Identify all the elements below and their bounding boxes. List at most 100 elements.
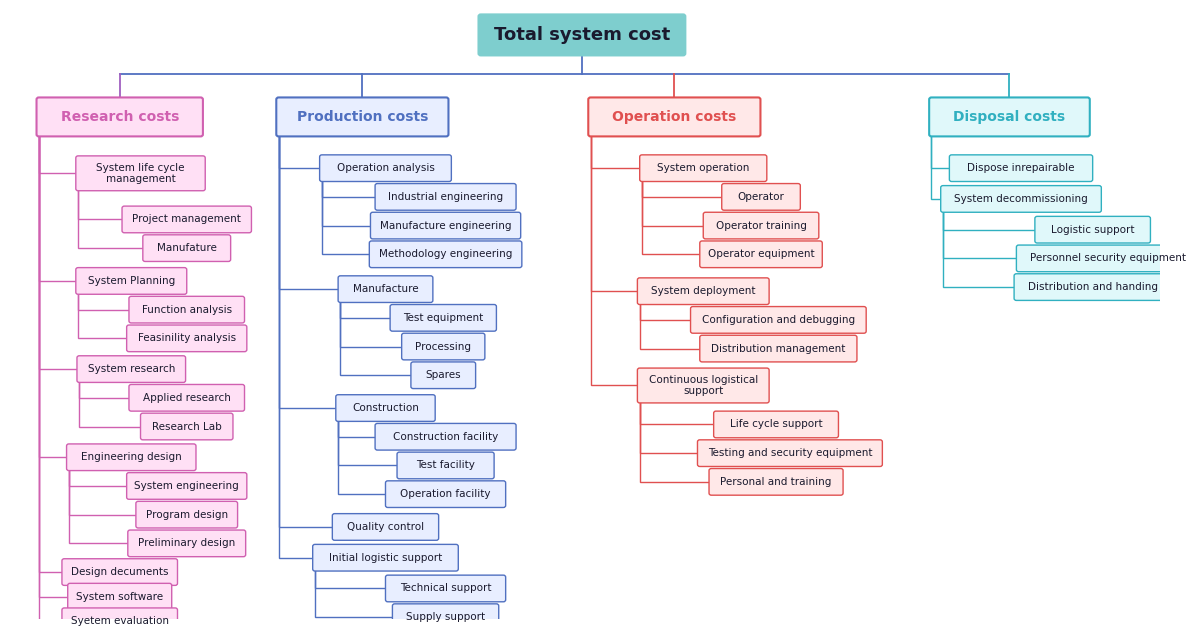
Text: Preliminary design: Preliminary design <box>138 539 235 548</box>
Text: Design decuments: Design decuments <box>71 567 168 577</box>
FancyBboxPatch shape <box>929 98 1090 137</box>
Text: Dispose inrepairable: Dispose inrepairable <box>967 163 1075 173</box>
Text: Construction: Construction <box>352 403 419 413</box>
FancyBboxPatch shape <box>128 296 245 323</box>
FancyBboxPatch shape <box>397 452 494 479</box>
Text: Life cycle support: Life cycle support <box>730 420 822 430</box>
FancyBboxPatch shape <box>127 325 247 352</box>
Text: Production costs: Production costs <box>296 110 428 124</box>
FancyBboxPatch shape <box>410 362 475 389</box>
FancyBboxPatch shape <box>62 608 178 630</box>
Text: Spares: Spares <box>426 370 461 381</box>
FancyBboxPatch shape <box>385 481 505 508</box>
FancyBboxPatch shape <box>1014 274 1171 301</box>
FancyBboxPatch shape <box>402 333 485 360</box>
Text: Function analysis: Function analysis <box>142 305 232 314</box>
Text: Industrial engineering: Industrial engineering <box>388 192 503 202</box>
Text: Operation facility: Operation facility <box>401 489 491 499</box>
FancyBboxPatch shape <box>376 183 516 210</box>
Text: Manufature: Manufature <box>157 243 217 253</box>
Text: Distribution management: Distribution management <box>712 343 846 353</box>
Text: Test facility: Test facility <box>416 461 475 471</box>
FancyBboxPatch shape <box>76 268 187 294</box>
Text: Processing: Processing <box>415 341 472 352</box>
FancyBboxPatch shape <box>336 395 436 421</box>
Text: System deployment: System deployment <box>652 286 756 296</box>
FancyBboxPatch shape <box>376 423 516 450</box>
Text: Applied research: Applied research <box>143 392 230 403</box>
Text: System research: System research <box>88 364 175 374</box>
FancyBboxPatch shape <box>588 98 761 137</box>
Text: Disposal costs: Disposal costs <box>954 110 1066 124</box>
Text: Distribution and handing: Distribution and handing <box>1027 282 1158 292</box>
Text: Technical support: Technical support <box>400 583 491 593</box>
FancyBboxPatch shape <box>122 206 252 232</box>
FancyBboxPatch shape <box>370 241 522 268</box>
FancyBboxPatch shape <box>941 186 1102 212</box>
Text: Feasinility analysis: Feasinility analysis <box>138 333 236 343</box>
FancyBboxPatch shape <box>140 413 233 440</box>
FancyBboxPatch shape <box>371 212 521 239</box>
FancyBboxPatch shape <box>390 304 497 331</box>
Text: Research Lab: Research Lab <box>152 421 222 432</box>
FancyBboxPatch shape <box>637 368 769 403</box>
FancyBboxPatch shape <box>714 411 839 438</box>
Text: Initial logistic support: Initial logistic support <box>329 553 442 563</box>
Text: System software: System software <box>76 592 163 602</box>
Text: Project management: Project management <box>132 214 241 224</box>
Text: Personal and training: Personal and training <box>720 477 832 487</box>
Text: System engineering: System engineering <box>134 481 239 491</box>
Text: Construction facility: Construction facility <box>392 432 498 442</box>
FancyBboxPatch shape <box>690 307 866 333</box>
Text: Engineering design: Engineering design <box>80 452 181 462</box>
FancyBboxPatch shape <box>949 155 1093 181</box>
Text: Operator: Operator <box>738 192 785 202</box>
Text: System Planning: System Planning <box>88 276 175 286</box>
FancyBboxPatch shape <box>332 513 439 541</box>
FancyBboxPatch shape <box>128 384 245 411</box>
FancyBboxPatch shape <box>392 604 499 630</box>
FancyBboxPatch shape <box>127 472 247 500</box>
FancyBboxPatch shape <box>640 155 767 181</box>
Text: Supply support: Supply support <box>406 612 485 622</box>
FancyBboxPatch shape <box>700 335 857 362</box>
Text: Program design: Program design <box>145 510 228 520</box>
Text: System life cycle
management: System life cycle management <box>96 163 185 184</box>
Text: Operator equipment: Operator equipment <box>708 249 815 260</box>
FancyBboxPatch shape <box>313 544 458 571</box>
FancyBboxPatch shape <box>1016 245 1199 272</box>
FancyBboxPatch shape <box>136 501 238 528</box>
Text: Syetem evaluation: Syetem evaluation <box>71 616 169 626</box>
FancyBboxPatch shape <box>77 356 186 382</box>
FancyBboxPatch shape <box>67 583 172 610</box>
FancyBboxPatch shape <box>128 530 246 557</box>
Text: Manufacture: Manufacture <box>353 284 419 294</box>
FancyBboxPatch shape <box>66 444 196 471</box>
FancyBboxPatch shape <box>703 212 818 239</box>
Text: Operation costs: Operation costs <box>612 110 737 124</box>
FancyBboxPatch shape <box>637 278 769 304</box>
Text: Operation analysis: Operation analysis <box>336 163 434 173</box>
FancyBboxPatch shape <box>143 235 230 261</box>
Text: Testing and security equipment: Testing and security equipment <box>708 448 872 458</box>
FancyBboxPatch shape <box>319 155 451 181</box>
Text: Continuous logistical
support: Continuous logistical support <box>649 375 758 396</box>
FancyBboxPatch shape <box>62 559 178 585</box>
Text: Manufacture engineering: Manufacture engineering <box>380 220 511 231</box>
Text: Quality control: Quality control <box>347 522 424 532</box>
Text: Test equipment: Test equipment <box>403 313 484 323</box>
FancyBboxPatch shape <box>697 440 882 466</box>
FancyBboxPatch shape <box>76 156 205 191</box>
FancyBboxPatch shape <box>700 241 822 268</box>
FancyBboxPatch shape <box>709 469 844 495</box>
Text: Research costs: Research costs <box>60 110 179 124</box>
FancyBboxPatch shape <box>36 98 203 137</box>
Text: Methodology engineering: Methodology engineering <box>379 249 512 260</box>
Text: Configuration and debugging: Configuration and debugging <box>702 315 854 325</box>
Text: Logistic support: Logistic support <box>1051 225 1134 235</box>
FancyBboxPatch shape <box>338 276 433 302</box>
FancyBboxPatch shape <box>1034 216 1151 243</box>
FancyBboxPatch shape <box>385 575 505 602</box>
FancyBboxPatch shape <box>479 14 685 55</box>
Text: System decommissioning: System decommissioning <box>954 194 1088 204</box>
